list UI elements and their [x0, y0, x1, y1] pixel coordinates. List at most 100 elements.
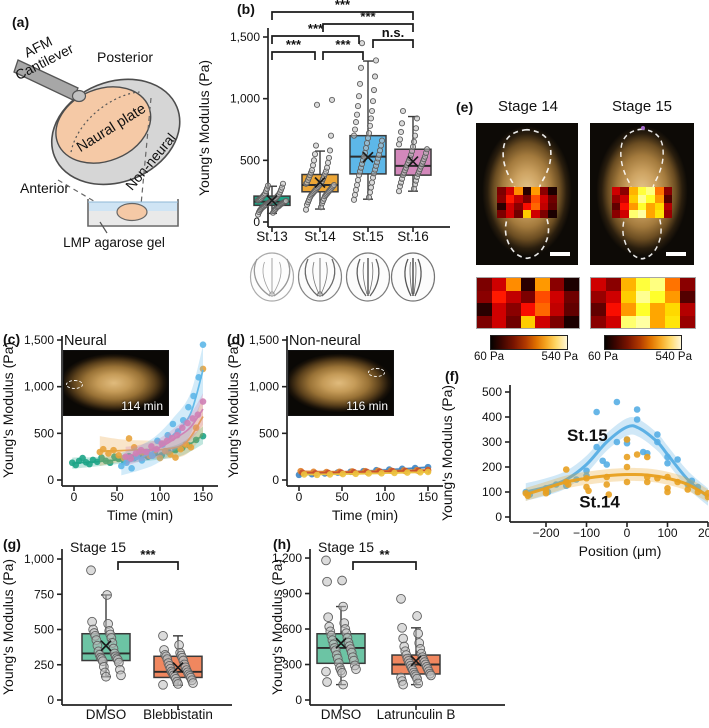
data-point [365, 470, 372, 477]
y-tick-label: 300 [482, 435, 502, 449]
jitter-point [352, 186, 360, 193]
data-point [127, 455, 135, 462]
data-point [313, 471, 321, 479]
heatmap-cell [531, 194, 540, 203]
heatmap-cell [620, 303, 636, 316]
y-tick-label: 1,200 [272, 551, 302, 565]
neural-fold-right [321, 258, 336, 297]
heatmap-cell [505, 186, 515, 195]
heatmap-cell [506, 278, 521, 291]
embryo-stage-drawing [390, 252, 436, 302]
heatmap-cell [497, 202, 506, 211]
significance-label: *** [335, 0, 351, 12]
y-tick-label: 1,500 [249, 333, 279, 347]
fold-line [272, 261, 282, 295]
y-tick-label: 1,500 [230, 30, 260, 44]
heatmap-cell [549, 315, 565, 328]
heatmap-cell [539, 194, 549, 203]
heatmap-cell [539, 210, 549, 219]
stiffness-map-overlay [611, 186, 673, 219]
heatmap-cell [522, 210, 532, 219]
heatmap-cell [620, 202, 630, 211]
heatmap-cell [548, 194, 557, 203]
box [81, 632, 131, 662]
y-tick-label: 100 [482, 485, 502, 499]
embryo-photo-stage15 [590, 123, 694, 265]
data-point [128, 465, 135, 472]
data-point [404, 469, 411, 476]
fold-line [320, 261, 328, 295]
colorbar-max-label: 540 Pa [655, 351, 692, 363]
data-point [156, 454, 164, 462]
significance-label: n.s. [382, 25, 404, 40]
fold-line [368, 261, 374, 295]
heatmap-cell [637, 202, 647, 211]
data-point [132, 450, 140, 457]
jitter-point [426, 670, 436, 681]
heatmap-cell [505, 210, 515, 219]
y-tick-label: 0 [272, 473, 279, 487]
mean-marker [314, 176, 326, 189]
neural-fold-right [369, 258, 380, 297]
neural-fold-right [273, 258, 291, 297]
jitter-point [371, 73, 379, 80]
heatmap-cell [629, 210, 638, 219]
jitter-point [321, 555, 331, 566]
jitter-point [326, 147, 334, 154]
heatmap-cell [531, 186, 540, 195]
heatmap-cell [549, 290, 565, 303]
jitter-point [351, 664, 361, 675]
gel-label: LMP agarose gel [63, 235, 165, 250]
y-tick-label: 1,000 [249, 380, 279, 394]
jitter-point [321, 666, 331, 677]
blastopore [269, 291, 275, 297]
data-point [603, 461, 611, 468]
heatmap-cell [635, 303, 651, 316]
heatmap-cell [637, 194, 647, 203]
inset-time: 114 min [121, 399, 163, 413]
confidence-band [121, 345, 203, 476]
jitter-point [350, 132, 358, 139]
jitter-point [409, 143, 417, 150]
jitter-point [378, 137, 386, 144]
embryo-outline [50, 78, 181, 186]
heatmap-cell [620, 186, 630, 195]
y-tick-label: 1,000 [24, 552, 54, 566]
neural-fold-right [414, 258, 422, 297]
embryo-stage-drawing [297, 252, 343, 302]
y-tick-label: 500 [259, 426, 279, 440]
data-point [562, 466, 570, 473]
jitter-point [410, 138, 418, 145]
data-point [643, 473, 651, 481]
heatmap-cell [646, 202, 655, 211]
data-point [168, 434, 176, 442]
heatmap-cell [654, 202, 664, 211]
jitter-point [367, 184, 375, 191]
jitter-point [337, 575, 347, 586]
y-tick-label: 500 [34, 623, 54, 637]
x-tick-label: 0 [296, 490, 303, 504]
heatmap-cell [665, 315, 681, 328]
heatmap-cell [663, 186, 673, 195]
heatmap-cell [505, 194, 515, 203]
heatmap-cell [591, 290, 606, 303]
category-label: Latrunculin B [377, 707, 456, 722]
y-tick-label: 0 [47, 473, 54, 487]
y-tick-label: 300 [282, 658, 302, 672]
heatmap-cell [605, 303, 621, 316]
y-tick-label: 500 [482, 385, 502, 399]
data-point [654, 431, 661, 438]
heatmap-cell [605, 278, 621, 291]
panel-a: (a) AFM Cantilever Posterior Naural plat… [0, 0, 200, 330]
colorbar-min-label: 60 Pa [474, 351, 505, 363]
heatmap-cell [637, 186, 647, 195]
x-tick-label: 100 [657, 526, 677, 540]
heatmap-cell [654, 210, 664, 219]
heatmap-cell [531, 210, 540, 219]
data-point [163, 437, 171, 445]
stiffness-map-overlay [497, 186, 557, 219]
heatmap-cell [646, 194, 655, 203]
stiffness-map-stage15 [590, 277, 696, 329]
neural-fold-left [404, 258, 412, 297]
